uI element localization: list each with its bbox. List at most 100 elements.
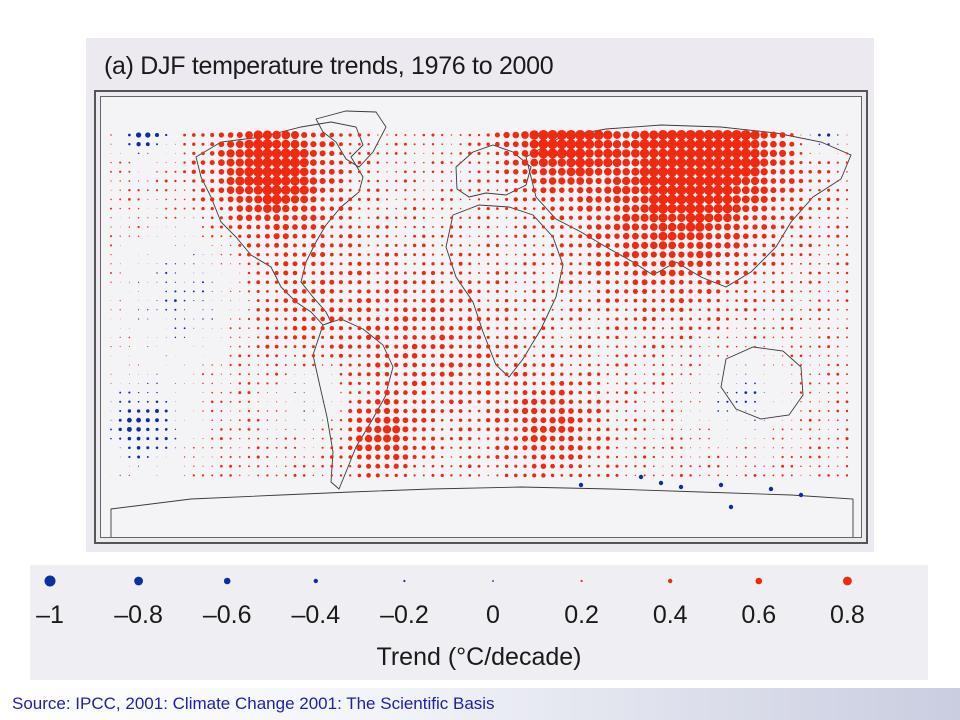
trend-dot — [239, 300, 241, 301]
trend-dot — [366, 280, 371, 284]
trend-dot — [708, 419, 710, 421]
trend-dot — [559, 187, 565, 193]
trend-dot — [799, 225, 803, 229]
trend-dot — [550, 362, 555, 368]
trend-dot — [183, 142, 186, 146]
trend-dot — [708, 428, 710, 431]
trend-dot — [648, 194, 659, 205]
trend-dot — [559, 252, 564, 257]
trend-dot — [265, 335, 270, 340]
trend-dot — [165, 308, 168, 311]
trend-dot — [449, 197, 453, 201]
trend-dot — [731, 157, 742, 168]
trend-dot — [533, 317, 536, 321]
trend-dot — [680, 345, 683, 348]
trend-dot — [541, 317, 546, 321]
trend-dot — [698, 428, 701, 431]
trend-dot — [713, 157, 724, 168]
trend-dot — [128, 336, 131, 339]
trend-dot — [735, 308, 739, 312]
trend-dot — [364, 434, 373, 443]
trend-dot — [229, 345, 232, 348]
trend-dot — [736, 327, 738, 329]
trend-dot — [477, 179, 481, 183]
trend-dot — [770, 187, 777, 194]
trend-dot — [614, 242, 620, 248]
trend-dot — [395, 235, 398, 238]
trend-dot — [229, 363, 232, 367]
trend-dot — [587, 418, 592, 423]
trend-dot — [137, 189, 140, 192]
trend-dot — [220, 428, 223, 431]
trend-dot — [440, 381, 445, 386]
trend-dot — [661, 363, 665, 367]
trend-dot — [477, 474, 481, 477]
trend-dot — [808, 446, 812, 450]
trend-dot — [210, 225, 214, 229]
trend-dot — [529, 148, 539, 158]
trend-dot — [165, 337, 167, 338]
trend-dot — [384, 353, 390, 359]
trend-dot — [713, 194, 723, 205]
trend-dot — [818, 317, 821, 321]
trend-dot — [513, 381, 518, 386]
trend-dot — [677, 222, 686, 232]
trend-dot — [202, 254, 204, 255]
trend-dot — [539, 425, 547, 433]
trend-dot — [375, 317, 380, 321]
trend-dot — [386, 198, 388, 201]
trend-dot — [271, 166, 282, 177]
trend-dot — [631, 158, 640, 167]
trend-dot — [431, 473, 435, 477]
trend-dot — [505, 244, 508, 247]
trend-dot — [671, 382, 674, 385]
trend-dot — [303, 456, 305, 458]
trend-dot — [439, 343, 445, 350]
trend-dot — [750, 130, 760, 140]
trend-dot — [550, 196, 556, 202]
trend-dot — [394, 262, 398, 266]
trend-dot — [201, 290, 205, 293]
trend-dot — [293, 446, 297, 449]
trend-dot — [348, 234, 353, 239]
trend-dot — [330, 364, 333, 366]
trend-dot — [239, 437, 241, 440]
trend-dot — [615, 391, 619, 394]
trend-dot — [247, 271, 251, 275]
trend-dot — [218, 159, 225, 166]
trend-dot — [771, 215, 776, 221]
trend-dot — [477, 151, 481, 155]
trend-dot — [763, 474, 766, 477]
trend-dot — [595, 205, 602, 212]
trend-dot — [735, 345, 738, 348]
trend-dot — [440, 418, 444, 422]
trend-dot — [578, 363, 582, 367]
trend-dot — [413, 170, 416, 174]
trend-dot — [155, 418, 159, 423]
trend-dot — [313, 373, 314, 375]
trend-dot — [703, 185, 715, 196]
trend-dot — [202, 299, 204, 302]
trend-dot — [661, 372, 665, 376]
trend-dot — [459, 133, 462, 137]
trend-dot — [321, 345, 325, 349]
trend-dot — [512, 131, 520, 139]
trend-dot — [110, 143, 112, 145]
trend-dot — [280, 148, 291, 159]
trend-dot — [809, 437, 812, 440]
trend-dot — [348, 326, 352, 330]
trend-dot — [560, 271, 564, 275]
trend-dot — [800, 373, 802, 376]
trend-dot — [486, 179, 490, 183]
trend-dot — [724, 242, 731, 249]
trend-dot — [724, 232, 731, 240]
trend-dot — [450, 207, 453, 210]
trend-dot — [726, 465, 729, 467]
trend-dot — [238, 382, 242, 385]
trend-dot — [356, 444, 363, 452]
trend-dot — [753, 335, 757, 339]
trend-dot — [486, 308, 490, 312]
trend-dot — [837, 309, 839, 311]
trend-dot — [625, 437, 628, 440]
trend-dot — [732, 204, 741, 213]
